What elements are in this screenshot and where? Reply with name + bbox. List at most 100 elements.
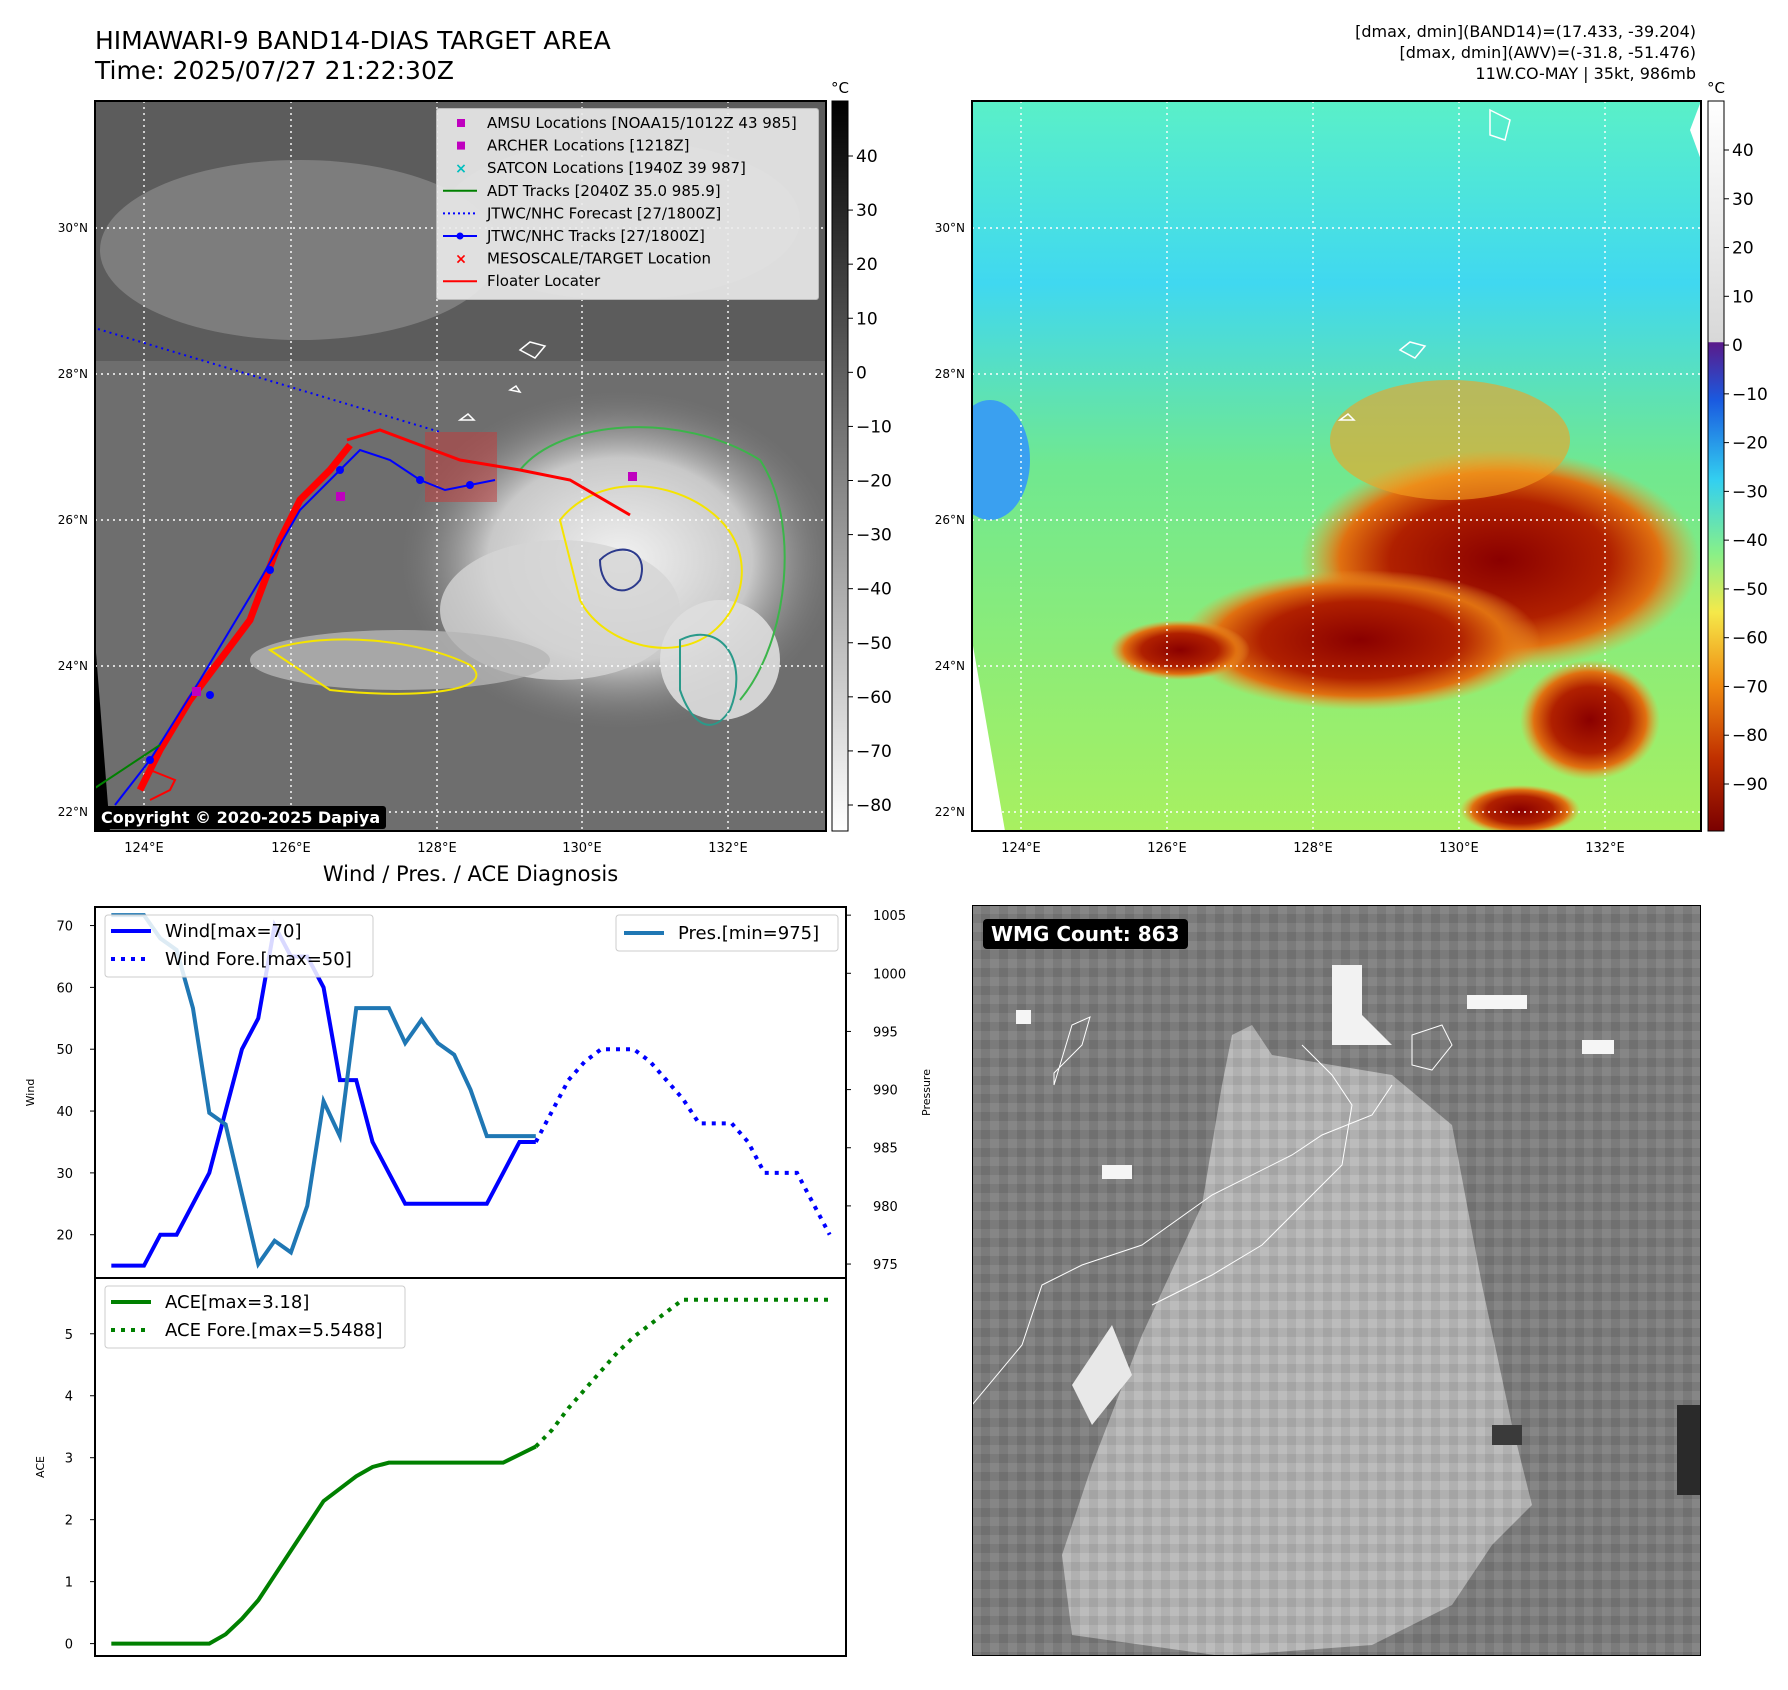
legend-square-marker [457,141,465,150]
pres-y-tick-label: 980 [873,1200,898,1215]
ir-map-frame [94,100,827,832]
series-line [111,919,536,1268]
legend-label: JTWC/NHC Tracks [27/1800Z] [486,227,705,245]
legend-entry: Floater Locater [443,272,601,290]
ir-lat-label: 24°N [58,659,88,673]
wind-y-label: Wind [24,1079,37,1107]
wv-colorbar-label: 10 [1732,287,1754,307]
wv-lat-label: 24°N [935,659,965,673]
legend-label: Floater Locater [487,272,601,290]
ir-colorbar-label: 10 [856,309,878,329]
wv-colorbar-label: −50 [1732,580,1768,600]
ir-lon-label: 126°E [271,841,311,856]
wind-y-tick-label: 40 [56,1105,73,1120]
ace-legend-label: ACE[max=3.18] [165,1292,309,1313]
wv-colorbar-label: −20 [1732,434,1768,454]
wind-legend-label: Wind Fore.[max=50] [165,949,352,970]
wind-y-tick-label: 30 [56,1167,73,1182]
ir-lon-label: 132°E [708,841,748,856]
ir-colorbar-label: 30 [856,201,878,221]
legend-entry: ARCHER Locations [1218Z] [457,137,690,155]
pres-y-label: Pressure [920,1069,933,1116]
wv-lon-label: 124°E [1001,841,1041,856]
ace-y-tick-label: 1 [65,1576,73,1591]
wv-lon-label: 128°E [1293,841,1333,856]
wv-colorbar-label: −40 [1732,531,1768,551]
wind-y-tick-label: 70 [56,920,73,935]
legend-dot-marker [456,232,464,240]
pres-y-tick-label: 985 [873,1142,898,1157]
ir-lat-label: 22°N [58,805,88,819]
wv-lon-label: 126°E [1147,841,1187,856]
ir-colorbar [831,100,849,832]
legend-label: MESOSCALE/TARGET Location [487,250,711,268]
ir-lon-label: 124°E [124,841,164,856]
pres-y-tick-label: 975 [873,1258,898,1273]
pres-y-tick-label: 1000 [873,967,906,982]
ir-colorbar-label: −50 [856,634,892,654]
wind-y-tick-label: 20 [56,1229,73,1244]
figure-time: Time: 2025/07/27 21:22:30Z [95,56,454,85]
diag-title: Wind / Pres. / ACE Diagnosis [322,862,619,886]
pres-legend-box [615,914,839,952]
ir-lat-label: 30°N [58,221,88,235]
wv-lon-label: 132°E [1585,841,1625,856]
wv-colorbar [1707,100,1725,832]
pres-y-tick-label: 1005 [873,909,906,924]
wv-lat-label: 22°N [935,805,965,819]
wv-colorbar-label: 40 [1732,141,1754,161]
ir-colorbar-label: 0 [856,363,867,383]
ir-map-panel [94,100,1725,832]
legend-square-marker [457,119,465,127]
ace-y-tick-label: 2 [65,1514,73,1529]
pres-y-tick-label: 990 [873,1084,898,1099]
map-legend-items: AMSU Locations [NOAA15/1012Z 43 985] ARCH… [443,114,797,290]
pres-y-tick-label: 995 [873,1025,898,1040]
wv-colorbar-label: −90 [1732,775,1768,795]
legend-label: JTWC/NHC Forecast [27/1800Z] [486,204,721,222]
wv-colorbar-label: 30 [1732,190,1754,210]
legend-entry: JTWC/NHC Forecast [27/1800Z] [443,204,721,222]
ir-colorbar-label: −40 [856,580,892,600]
ir-lon-label: 128°E [417,841,457,856]
ir-colorbar-label: −20 [856,472,892,492]
ir-lon-label: 130°E [562,841,602,856]
wind-y-tick-label: 60 [56,981,73,996]
wv-lat-label: 30°N [935,221,965,235]
wv-lat-label: 28°N [935,367,965,381]
ir-colorbar-label: 40 [856,147,878,167]
ace-y-tick-label: 5 [65,1328,73,1343]
ir-colorbar-label: −60 [856,688,892,708]
legend-entry: JTWC/NHC Tracks [27/1800Z] [443,227,705,245]
wv-colorbar-label: 0 [1732,336,1743,356]
legend-x-marker: × [455,161,467,177]
wv-colorbar-label: −30 [1732,482,1768,502]
ace-legend-box [104,1285,406,1349]
ace-y-tick-label: 3 [65,1452,73,1467]
ace-y-tick-label: 0 [65,1638,73,1653]
ace-legend-label: ACE Fore.[max=5.5488] [165,1320,383,1341]
wv-colorbar-label: −10 [1732,385,1768,405]
wv-colorbar-label: 20 [1732,239,1754,259]
legend-x-marker: × [455,252,467,268]
wv-colorbar-label: −70 [1732,677,1768,697]
ir-colorbar-label: 20 [856,255,878,275]
ir-lat-label: 26°N [58,513,88,527]
wind-legend-box [104,914,374,978]
legend-label: ADT Tracks [2040Z 35.0 985.9] [487,182,721,200]
wmg-count-badge: WMG Count: 863 [983,919,1188,949]
figure-title: HIMAWARI-9 BAND14-DIAS TARGET AREA [95,26,611,55]
ir-lat-label: 28°N [58,367,88,381]
wv-colorbar-label: −60 [1732,629,1768,649]
ir-colorbar-label: −30 [856,526,892,546]
wind-legend-label: Wind[max=70] [165,921,302,942]
ir-colorbar-unit: °C [831,79,849,97]
wmg-panel [972,905,1701,1656]
info-storm: 11W.CO-MAY | 35kt, 986mb [1475,64,1696,83]
wv-lon-label: 130°E [1439,841,1479,856]
ir-colorbar-label: −80 [856,796,892,816]
legend-label: ARCHER Locations [1218Z] [487,137,690,155]
ace-y-tick-label: 4 [65,1390,73,1405]
wind-y-tick-label: 50 [56,1043,73,1058]
